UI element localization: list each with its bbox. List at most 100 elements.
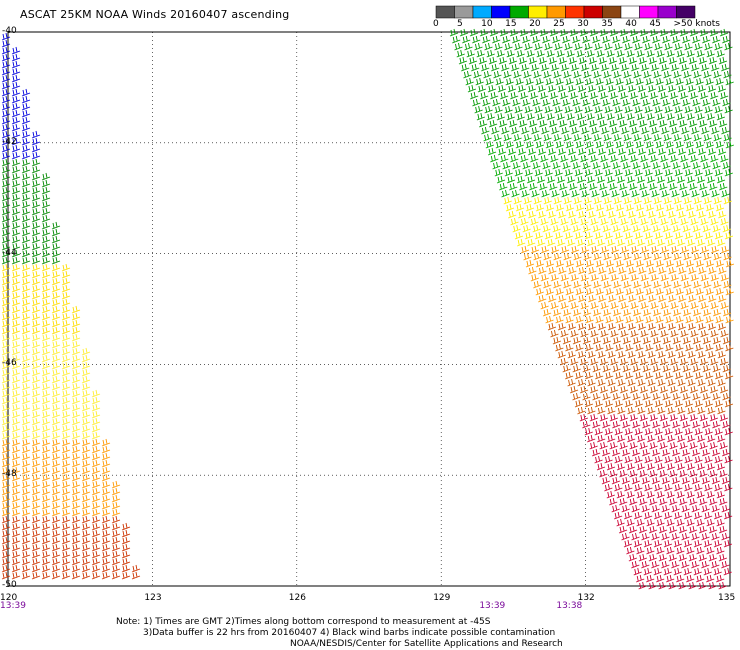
wind-barb: [21, 340, 31, 349]
wind-barb: [637, 84, 647, 93]
wind-barb: [671, 560, 680, 569]
wind-barb: [699, 497, 708, 506]
wind-barb: [697, 84, 707, 93]
wind-barb: [533, 252, 542, 261]
wind-barb: [51, 515, 61, 524]
wind-barb: [11, 88, 21, 97]
lon-tick-label: 123: [144, 593, 162, 603]
wind-barb: [11, 564, 21, 573]
wind-barb: [668, 56, 678, 65]
wind-barb: [661, 532, 670, 541]
wind-barb: [697, 406, 706, 415]
wind-barb: [51, 298, 61, 307]
wind-barb: [591, 189, 600, 198]
wind-barb: [585, 315, 594, 324]
wind-barb: [51, 396, 61, 405]
wind-barb: [31, 354, 41, 363]
wind-barb: [31, 284, 41, 293]
wind-barb: [31, 431, 41, 440]
wind-barb: [61, 473, 71, 482]
wind-barb: [676, 462, 686, 471]
wind-barb: [121, 571, 131, 580]
wind-barb: [497, 147, 507, 156]
wind-barb: [591, 448, 601, 457]
wind-barb: [601, 476, 611, 485]
wind-barb: [630, 329, 639, 338]
wind-barb: [617, 434, 626, 443]
wind-barb: [616, 462, 626, 471]
wind-barb: [600, 154, 609, 163]
wind-barb: [609, 413, 619, 422]
wind-barb: [673, 70, 682, 79]
wind-barb: [708, 266, 717, 275]
wind-barb: [522, 35, 531, 44]
wind-barb: [654, 105, 663, 114]
wind-barb: [21, 270, 31, 279]
wind-barb: [699, 182, 708, 191]
wind-barb: [505, 77, 514, 86]
wind-barb: [678, 553, 688, 562]
wind-barb: [41, 473, 51, 482]
wind-barb: [614, 455, 623, 464]
wind-barb: [723, 196, 732, 205]
wind-barb: [508, 119, 518, 128]
wind-barb: [81, 501, 91, 510]
wind-barb: [511, 126, 520, 135]
wind-barb: [570, 245, 580, 254]
wind-barb: [521, 189, 530, 198]
wind-barb: [681, 189, 690, 198]
wind-barb: [725, 77, 734, 86]
wind-barb: [61, 550, 71, 559]
wind-barb: [635, 259, 645, 268]
wind-barb: [21, 550, 31, 559]
wind-barb: [495, 77, 504, 86]
wind-barb: [573, 252, 582, 261]
wind-barb: [714, 371, 724, 380]
wind-barb: [605, 343, 614, 352]
wind-barb: [636, 49, 645, 58]
wind-barb: [609, 497, 618, 506]
wind-barb: [711, 476, 721, 485]
wind-barb: [594, 399, 604, 408]
wind-barb: [700, 301, 709, 310]
wind-barb: [498, 56, 508, 65]
wind-barb: [650, 357, 659, 366]
wind-barb: [630, 357, 639, 366]
wind-barb: [572, 308, 582, 317]
wind-barb: [650, 329, 659, 338]
wind-barb: [71, 354, 81, 363]
wind-barb: [31, 130, 41, 139]
wind-barb: [1, 501, 11, 510]
lon-tick-label: 132: [577, 593, 595, 603]
wind-barb: [585, 203, 595, 212]
wind-barb: [705, 259, 715, 268]
wind-barb: [525, 259, 535, 268]
wind-barb: [51, 543, 61, 552]
wind-barb: [583, 133, 592, 142]
wind-barb: [71, 529, 81, 538]
wind-barb: [555, 259, 565, 268]
wind-barb: [515, 77, 524, 86]
wind-barb: [51, 410, 61, 419]
wind-barb: [550, 245, 560, 254]
wind-barb: [31, 494, 41, 503]
wind-barb: [61, 501, 71, 510]
wind-barb: [668, 119, 678, 128]
wind-barb: [51, 557, 61, 566]
wind-barb: [81, 529, 91, 538]
wind-barb: [641, 504, 650, 513]
wind-barb: [61, 571, 71, 580]
wind-barb: [61, 389, 71, 398]
wind-barb: [642, 392, 651, 401]
wind-barb: [725, 287, 734, 296]
wind-barb: [21, 326, 31, 335]
wind-barb: [624, 105, 633, 114]
wind-barb: [682, 392, 691, 401]
wind-barb: [531, 63, 540, 72]
wind-barb: [579, 182, 588, 191]
wind-barb: [61, 298, 71, 307]
wind-barb: [656, 518, 665, 527]
wind-barb: [533, 280, 542, 289]
wind-barb: [652, 224, 661, 233]
wind-barb: [589, 28, 599, 37]
